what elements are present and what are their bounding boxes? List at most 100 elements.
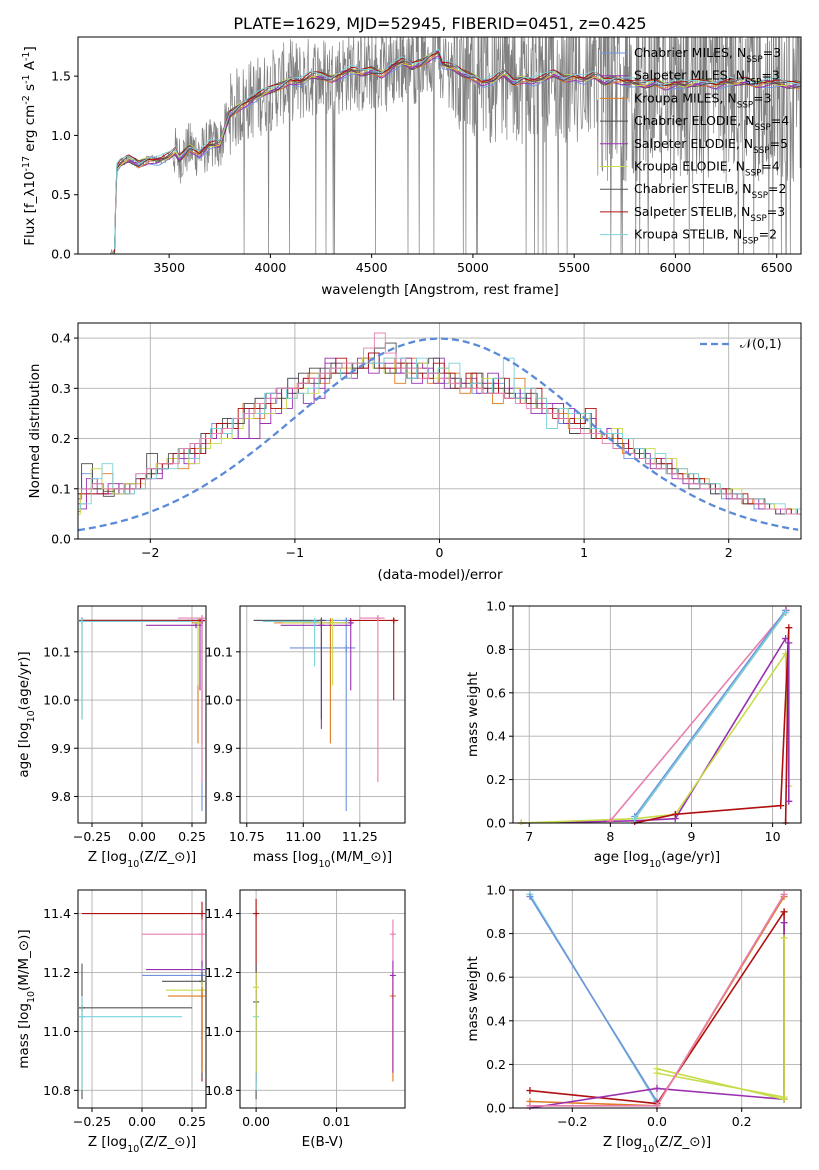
y-tick-label: 10.8 bbox=[43, 1083, 71, 1098]
label-text: Kroupa STELIB, N bbox=[634, 227, 742, 242]
x-tick-label: −0.25 bbox=[73, 829, 111, 844]
label-text: =2 bbox=[759, 227, 777, 242]
data-point-10 bbox=[199, 615, 205, 622]
axes-frame bbox=[239, 605, 406, 824]
data-point-8 bbox=[390, 617, 397, 624]
x-tick-label: 5500 bbox=[558, 260, 590, 275]
label-script: SSP bbox=[746, 55, 762, 65]
data-point-9 bbox=[79, 618, 85, 625]
mass-weight-marker-8-3 bbox=[780, 890, 788, 898]
x-tick-label: 4500 bbox=[356, 260, 388, 275]
mass-weight-marker-7-2 bbox=[782, 609, 790, 617]
data-point-10 bbox=[374, 615, 381, 622]
y-tick-label: 11.0 bbox=[205, 1024, 233, 1039]
x-tick-label: −0.2 bbox=[557, 1114, 587, 1129]
x-tick-label: 4000 bbox=[254, 260, 286, 275]
normal-distribution-curve bbox=[78, 337, 799, 532]
x-tick-label: 6000 bbox=[660, 260, 692, 275]
spectrum-plot-area bbox=[110, 37, 801, 254]
x-tick-label: 11.25 bbox=[342, 829, 378, 844]
x-axis-label: age [log10(age/yr)] bbox=[594, 849, 720, 870]
mass-weight-line-3 bbox=[521, 651, 790, 824]
x-tick-label: 2 bbox=[725, 545, 733, 560]
data-point-7 bbox=[318, 617, 325, 624]
y-tick-label: 9.8 bbox=[51, 789, 71, 804]
legend-entry-normal: 𝒩(0,1) bbox=[740, 336, 782, 351]
data-point-7 bbox=[389, 972, 396, 979]
residual-histogram-2 bbox=[78, 357, 801, 515]
mass-weight-vs-metallicity-panel: −0.2 0.0 0.2 0.0 0.2 0.4 0.6 0.8 1.0 Z [log10(Z/Z… bbox=[465, 883, 802, 1155]
mass-weight-marker-2-1 bbox=[526, 893, 534, 901]
label-script: SSP bbox=[752, 191, 768, 201]
label-script: 10 bbox=[26, 710, 37, 722]
mass-weight-line-5 bbox=[609, 609, 788, 822]
x-tick-label: 0.00 bbox=[242, 1114, 270, 1129]
label-text: =3 bbox=[767, 204, 785, 219]
y-tick-label: 0.4 bbox=[486, 729, 506, 744]
y-tick-label: 9.9 bbox=[51, 741, 71, 756]
mass-weight-marker-7-1 bbox=[653, 1069, 661, 1077]
label-text: Kroupa ELODIE, N bbox=[634, 159, 745, 174]
x-tick-label: −2 bbox=[141, 545, 159, 560]
x-tick-label: 0.01 bbox=[323, 1114, 351, 1129]
label-text: A bbox=[22, 60, 38, 74]
label-text: s bbox=[22, 84, 38, 95]
y-tick-label: 1.0 bbox=[486, 883, 506, 898]
data-point-7 bbox=[199, 993, 205, 1000]
y-tick-label: 0.4 bbox=[486, 1013, 506, 1028]
mass-weight-marker-4-2 bbox=[671, 810, 679, 818]
y-tick-label: 0.0 bbox=[51, 532, 71, 547]
x-tick-label: 0.00 bbox=[128, 829, 156, 844]
mass-weight-marker-5-4 bbox=[780, 919, 788, 927]
panel-plot-area bbox=[79, 901, 205, 1100]
mass-weight-marker-8-1 bbox=[785, 639, 793, 647]
label-text: (M/M_⊙)] bbox=[330, 849, 392, 865]
mass-weight-line-7 bbox=[634, 612, 787, 820]
label-text: (Z/Z_⊙)] bbox=[139, 1134, 196, 1150]
label-text: mass [log bbox=[253, 849, 319, 865]
y-axis-label: mass [log10(M/M_⊙)] bbox=[16, 929, 37, 1068]
spectrum-x-axis-label: wavelength [Angstrom, rest frame] bbox=[321, 282, 559, 298]
mass-weight-marker-3-3 bbox=[780, 908, 788, 916]
x-tick-label: 9 bbox=[688, 829, 696, 844]
age-vs-mass-panel: 10.75 11.00 11.25 9.8 9.9 10.0 10.1 mass [log10… bbox=[205, 605, 406, 870]
data-point-1 bbox=[253, 910, 260, 917]
legend-entry-2: Salpeter MILES, NSSP=3 bbox=[634, 68, 780, 88]
label-script: SSP bbox=[745, 169, 761, 179]
y-tick-label: 0.0 bbox=[51, 247, 71, 262]
y-tick-label: 0.8 bbox=[486, 642, 506, 657]
x-tick-label: 0.0 bbox=[647, 1114, 667, 1129]
data-point-2 bbox=[343, 644, 350, 651]
label-script: -1 bbox=[21, 52, 32, 61]
y-tick-label: 10.1 bbox=[205, 644, 233, 659]
label-text: mass [log bbox=[16, 1003, 32, 1069]
x-tick-label: 0.25 bbox=[178, 1114, 206, 1129]
label-script: 10 bbox=[127, 859, 139, 870]
x-tick-label: 0.00 bbox=[128, 1114, 156, 1129]
label-script: 10 bbox=[127, 1144, 139, 1155]
label-text: =5 bbox=[770, 136, 788, 151]
y-tick-label: 0.6 bbox=[486, 685, 506, 700]
x-tick-label: 10 bbox=[765, 829, 781, 844]
label-text: (age/yr)] bbox=[16, 651, 32, 710]
y-tick-label: 9.8 bbox=[213, 789, 233, 804]
data-point-6 bbox=[329, 619, 336, 626]
label-script: 10 bbox=[649, 859, 661, 870]
y-tick-label: 10.8 bbox=[205, 1083, 233, 1098]
y-tick-label: 11.4 bbox=[43, 906, 71, 921]
y-tick-label: 10.1 bbox=[43, 644, 71, 659]
panel-plot-area bbox=[253, 615, 399, 811]
model-spectrum-line-8 bbox=[114, 51, 801, 252]
residuals-y-axis-label: Normed distribution bbox=[27, 364, 43, 499]
data-point-5 bbox=[389, 931, 396, 938]
axes-frame bbox=[239, 889, 406, 1109]
residual-histogram-10 bbox=[78, 332, 801, 515]
y-tick-label: 0.2 bbox=[51, 431, 71, 446]
label-text: E(B-V) bbox=[302, 1134, 344, 1150]
x-tick-label: 8 bbox=[606, 829, 614, 844]
panel-plot-area bbox=[79, 615, 205, 811]
legend-entry-6: Kroupa ELODIE, NSSP=4 bbox=[634, 159, 780, 179]
model-spectrum-line-5 bbox=[114, 50, 801, 254]
